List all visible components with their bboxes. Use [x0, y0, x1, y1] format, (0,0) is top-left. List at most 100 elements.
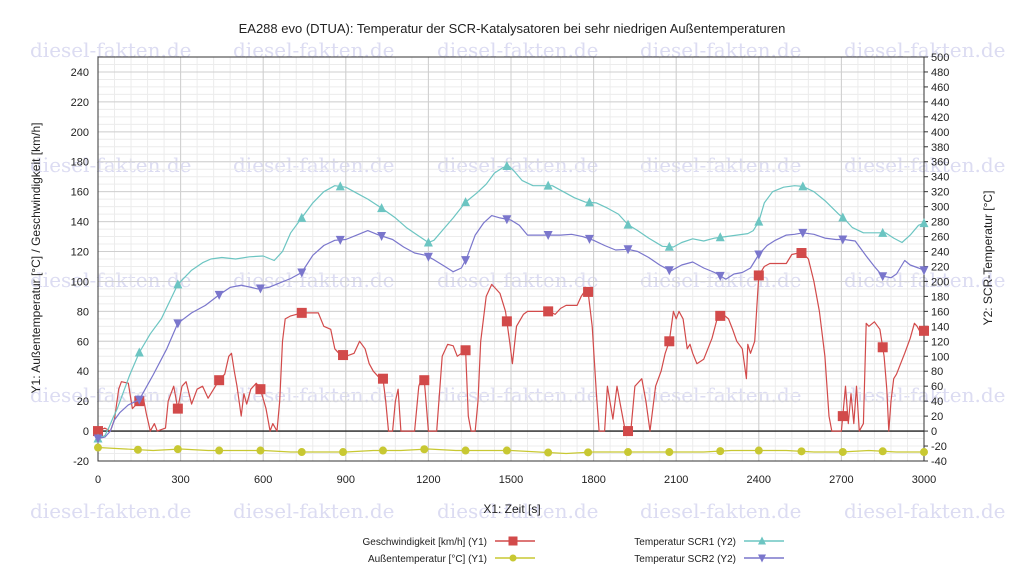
y-left-tick-label: 40 — [77, 366, 89, 378]
data-point — [335, 235, 345, 245]
y-right-tick-label: 320 — [931, 187, 949, 199]
x-tick-label: 600 — [254, 474, 272, 486]
data-point — [624, 448, 633, 457]
data-point — [214, 290, 224, 300]
x-tick-label: 1200 — [416, 474, 440, 486]
data-point — [623, 245, 633, 255]
watermark-text: diesel-fakten.de — [844, 383, 1005, 407]
data-point — [796, 248, 807, 259]
data-point — [919, 266, 929, 276]
series-3 — [93, 161, 929, 443]
data-point — [543, 180, 553, 190]
y-right-tick-label: 60 — [931, 381, 943, 393]
y-left-tick-label: 200 — [71, 127, 89, 139]
grid — [97, 56, 925, 462]
x-tick-label: 2700 — [829, 474, 853, 486]
data-point — [543, 231, 553, 241]
y-left-tick-label: 80 — [77, 306, 89, 318]
legend-marker — [508, 536, 518, 546]
data-point — [837, 411, 848, 422]
data-point — [753, 270, 764, 281]
y-left-tick-label: 60 — [77, 336, 89, 348]
data-point — [501, 316, 512, 327]
y-right-tick-label: -40 — [931, 456, 947, 468]
y-right-tick-label: 340 — [931, 172, 949, 184]
watermark-text: diesel-fakten.de — [30, 153, 191, 177]
data-point — [296, 307, 307, 318]
y-right-tick-label: 160 — [931, 306, 949, 318]
y-axis-right-label: Y2: SCR-Temperatur [°C] — [981, 191, 995, 326]
data-point — [754, 216, 764, 226]
watermark-layer: diesel-fakten.de diesel-fakten.de diesel-f… — [30, 38, 1005, 523]
y-left-tick-label: 180 — [71, 157, 89, 169]
legend-marker — [758, 554, 766, 563]
data-point — [134, 395, 144, 405]
y-left-tick-label: 120 — [71, 247, 89, 259]
data-point — [502, 446, 511, 455]
data-point — [338, 350, 349, 361]
watermark-text: diesel-fakten.de — [30, 38, 191, 62]
data-point — [172, 403, 183, 414]
data-point — [716, 447, 725, 456]
data-point — [214, 375, 225, 386]
x-tick-label: 0 — [95, 474, 101, 486]
data-point — [420, 445, 429, 454]
series-1 — [93, 248, 929, 437]
watermark-text: diesel-fakten.de — [233, 153, 394, 177]
data-point — [297, 268, 307, 278]
data-point — [584, 197, 594, 207]
data-point — [297, 448, 306, 457]
data-point — [584, 448, 593, 457]
y-right-tick-label: 40 — [931, 396, 943, 408]
data-point — [664, 336, 675, 347]
legend: Geschwindigkeit [km/h] (Y1) Außentemperat… — [363, 536, 784, 565]
y-right-tick-label: 120 — [931, 336, 949, 348]
data-point — [502, 161, 512, 171]
data-point — [584, 234, 594, 244]
y-right-tick-label: 420 — [931, 112, 949, 124]
data-point — [878, 227, 888, 237]
y-axis-left-label: Y1: Außentemperatur [°C] / Geschwindigke… — [29, 123, 43, 394]
legend-label: Geschwindigkeit [km/h] (Y1) — [363, 537, 488, 548]
data-point — [377, 373, 388, 384]
data-point — [838, 235, 848, 245]
legend-label: Außentemperatur [°C] (Y1) — [368, 554, 487, 565]
data-point — [664, 266, 674, 276]
data-point — [377, 231, 387, 241]
data-point — [255, 284, 265, 294]
data-point — [502, 215, 512, 225]
data-point — [544, 448, 553, 457]
series-line — [97, 164, 925, 440]
data-point — [754, 250, 764, 260]
watermark-text: diesel-fakten.de — [30, 499, 191, 523]
data-point — [256, 446, 265, 455]
x-tick-label: 900 — [337, 474, 355, 486]
data-point — [93, 434, 103, 444]
watermark-text: diesel-fakten.de — [640, 383, 801, 407]
watermark-text: diesel-fakten.de — [640, 38, 801, 62]
data-point — [798, 228, 808, 238]
data-point — [715, 271, 725, 281]
y-right-tick-label: 220 — [931, 261, 949, 273]
y-right-tick-label: 460 — [931, 82, 949, 94]
data-point — [173, 279, 183, 289]
data-point — [173, 445, 182, 454]
data-point — [173, 319, 183, 329]
watermark-text: diesel-fakten.de — [30, 268, 191, 292]
legend-marker — [758, 536, 766, 545]
data-point — [877, 342, 888, 353]
y-right-tick-label: -20 — [931, 441, 947, 453]
axis-ticks: 0 300 600 900 1200 1500 1800 2100 2400 2700 3000-2… — [71, 52, 950, 486]
y-right-tick-label: 300 — [931, 202, 949, 214]
y-right-tick-label: 480 — [931, 67, 949, 79]
y-right-tick-label: 20 — [931, 411, 943, 423]
data-point — [838, 212, 848, 222]
x-tick-label: 2100 — [664, 474, 688, 486]
x-tick-label: 1500 — [499, 474, 523, 486]
y-right-tick-label: 500 — [931, 52, 949, 64]
watermark-text: diesel-fakten.de — [640, 153, 801, 177]
watermark-text: diesel-fakten.de — [844, 499, 1005, 523]
watermark-text: diesel-fakten.de — [844, 38, 1005, 62]
y-right-tick-label: 0 — [931, 426, 937, 438]
